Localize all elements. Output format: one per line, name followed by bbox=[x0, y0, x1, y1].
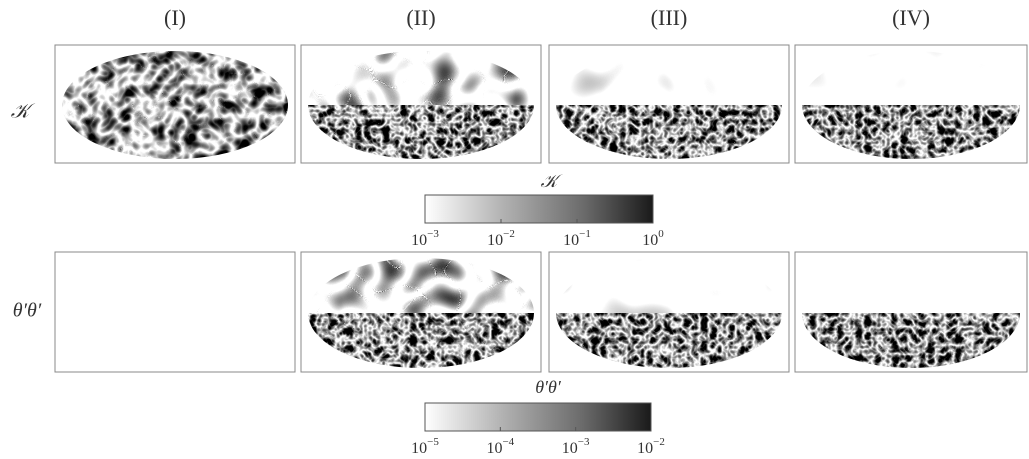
tick-exponent: −2 bbox=[653, 436, 665, 448]
panel-frame bbox=[794, 251, 1028, 373]
panel-frame bbox=[54, 44, 296, 164]
tick-exponent: −4 bbox=[502, 436, 514, 448]
panel-frame bbox=[54, 251, 296, 373]
tick-base: 10 bbox=[563, 232, 579, 249]
tick-base: 10 bbox=[487, 232, 503, 249]
colorbar-tick-label: 10−1 bbox=[563, 228, 591, 249]
colorbar-tick-label: 10−4 bbox=[486, 436, 514, 457]
tick-exponent: −3 bbox=[578, 436, 590, 448]
tick-base: 10 bbox=[411, 232, 427, 249]
field-texture bbox=[802, 313, 1020, 368]
colorbar-tick-label: 10−3 bbox=[562, 436, 590, 457]
tick-exponent: −5 bbox=[427, 436, 439, 448]
column-label: (IV) bbox=[892, 5, 930, 30]
panel-frame bbox=[548, 44, 790, 164]
tick-base: 10 bbox=[642, 232, 658, 249]
colorbar-tick-label: 10−5 bbox=[411, 436, 439, 457]
colorbar-tick-label: 10−2 bbox=[637, 436, 665, 457]
tick-base: 10 bbox=[562, 440, 578, 457]
colorbar-tick-label: 10−2 bbox=[487, 228, 515, 249]
tick-base: 10 bbox=[486, 440, 502, 457]
row-label: 𝒦 bbox=[11, 101, 36, 123]
panel-frame bbox=[300, 44, 542, 164]
column-label: (I) bbox=[164, 5, 186, 30]
tick-exponent: −3 bbox=[427, 228, 439, 240]
row-label: θ′θ′ bbox=[13, 300, 42, 322]
panel-frame bbox=[794, 44, 1028, 164]
column-label: (III) bbox=[651, 5, 688, 30]
column-label: (II) bbox=[406, 5, 435, 30]
sky-map bbox=[802, 313, 1020, 368]
tick-exponent: −1 bbox=[579, 228, 591, 240]
colorbar-tick-label: 100 bbox=[642, 228, 664, 249]
panel-frame bbox=[300, 251, 542, 373]
colorbar-title: 𝒦 bbox=[541, 171, 563, 191]
colorbar bbox=[424, 194, 654, 224]
panel-frame bbox=[548, 251, 790, 373]
colorbar bbox=[424, 402, 652, 432]
tick-exponent: 0 bbox=[658, 228, 664, 240]
colorbar-title: θ′θ′ bbox=[535, 377, 562, 397]
tick-base: 10 bbox=[637, 440, 653, 457]
tick-base: 10 bbox=[411, 440, 427, 457]
colorbar-tick-label: 10−3 bbox=[411, 228, 439, 249]
tick-exponent: −2 bbox=[503, 228, 515, 240]
